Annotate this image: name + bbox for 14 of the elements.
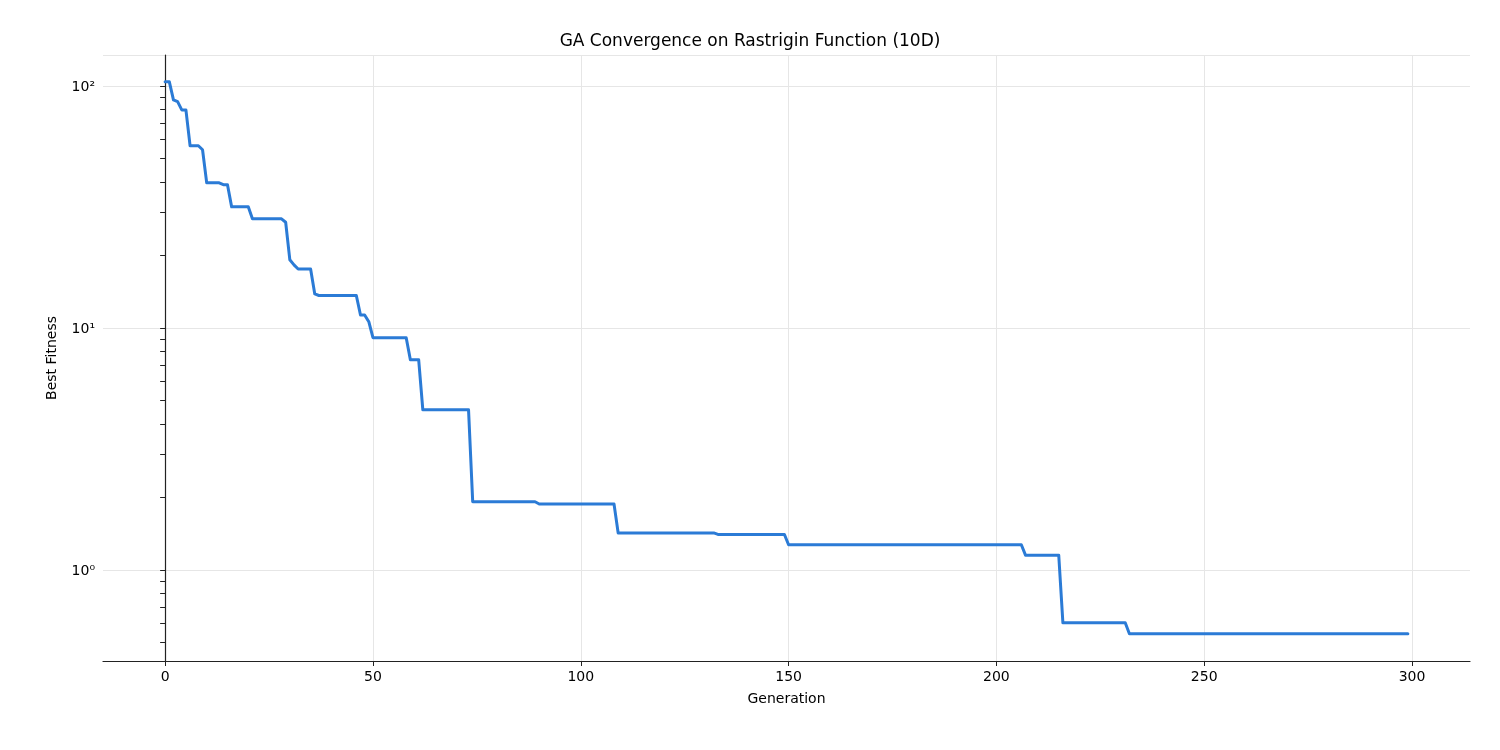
y-tick-label: 10⁰: [71, 561, 96, 578]
x-tick-label: 250: [1190, 668, 1218, 684]
x-tick-label: 0: [160, 668, 170, 684]
y-axis-title: Best Fitness: [43, 316, 59, 400]
line-series: [163, 80, 1410, 636]
x-tick-label: 300: [1398, 668, 1426, 684]
x-tick-label: 200: [983, 668, 1010, 684]
y-tick-label: 10²: [71, 77, 95, 94]
x-axis-title: Generation: [747, 690, 826, 706]
x-tick-label: 50: [364, 668, 382, 684]
chart-title: GA Convergence on Rastrigin Function (10D): [559, 29, 941, 50]
x-tick-label: 150: [775, 668, 802, 684]
x-tick-label: 100: [567, 668, 595, 684]
y-tick-label: 10¹: [71, 319, 95, 336]
